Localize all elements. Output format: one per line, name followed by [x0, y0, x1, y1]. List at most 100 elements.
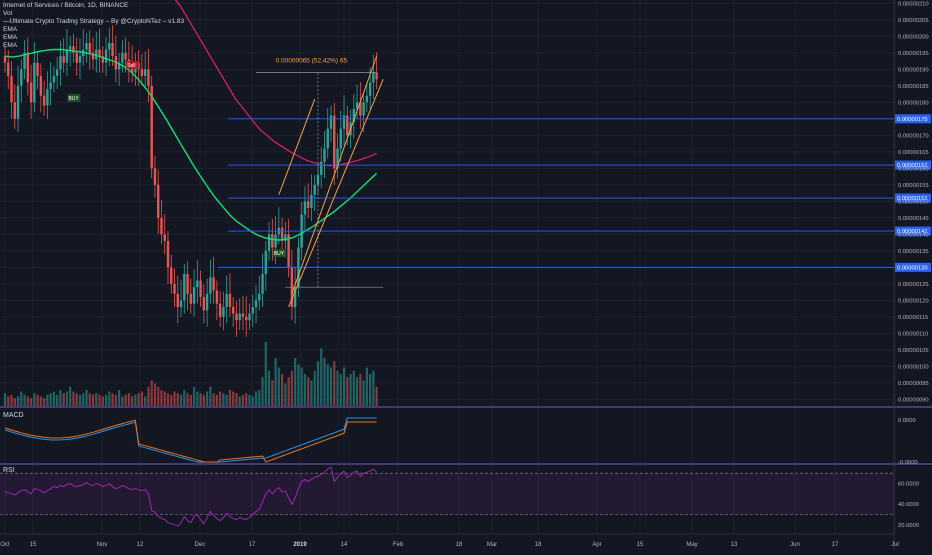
price-axis-label: 0.00000110	[898, 331, 928, 337]
volume-bar	[258, 390, 261, 406]
volume-bar	[157, 386, 160, 406]
candle-body	[72, 46, 75, 53]
candle-body	[65, 49, 69, 63]
candle-body	[329, 115, 333, 129]
price-axis-label: 0.00000145	[898, 216, 929, 222]
candle-body	[323, 148, 326, 162]
volume-bar	[104, 394, 108, 406]
price-axis-label: 0.00000165	[898, 150, 929, 156]
time-axis-label: 15	[30, 542, 37, 548]
volume-bar	[91, 394, 95, 406]
volume-bar	[170, 394, 173, 406]
candle-body	[310, 194, 313, 208]
sell-signal-label: Sell	[127, 63, 135, 69]
price-axis-label: 0.00000090	[898, 397, 929, 403]
volume-bar	[124, 394, 127, 406]
time-axis-label: 13	[731, 542, 738, 548]
volume-bar	[176, 393, 179, 406]
volume-bar	[52, 391, 55, 406]
candle-body	[189, 293, 193, 304]
time-axis-label: 15	[637, 542, 644, 548]
candle-body	[36, 62, 39, 76]
volume-bar	[241, 394, 245, 406]
candles	[3, 25, 378, 337]
price-tag-label: 0.00000130	[897, 265, 928, 271]
volume-bar	[39, 396, 42, 406]
price-tag-label: 0.00000161	[897, 163, 928, 169]
candle-body	[163, 234, 166, 241]
candle-body	[46, 89, 49, 106]
volume-bar	[202, 394, 205, 406]
candle-body	[176, 293, 179, 307]
volume-bar	[134, 394, 137, 406]
volume-bar	[65, 391, 69, 406]
time-axis-label: Jul	[891, 542, 899, 548]
candle-body	[352, 108, 356, 123]
candle-body	[157, 184, 160, 218]
volume-bar	[118, 390, 121, 406]
price-axis: 0.00000090 0.00000095 0.00000100 0.00000105…	[898, 1, 929, 403]
candle-body	[342, 115, 346, 129]
price-axis-label: 0.00000185	[898, 84, 929, 90]
volume-bar	[95, 393, 98, 406]
candle-body	[153, 168, 157, 185]
volume-bar	[82, 393, 85, 406]
candle-body	[362, 102, 365, 116]
candle-body	[170, 267, 173, 284]
volume-bar	[62, 393, 65, 406]
volume-bar	[267, 370, 271, 406]
candle-body	[75, 52, 78, 63]
chart-legend: Internet of Services / Bitcoin, 1D, BINA…	[3, 2, 184, 50]
buy-signal-label-bg	[272, 249, 286, 258]
candle-body	[199, 280, 202, 298]
candle-body	[359, 102, 362, 116]
volume-bar	[179, 394, 183, 406]
volume-bar	[127, 393, 130, 406]
candle-body	[205, 293, 209, 311]
volume-bar	[78, 394, 82, 406]
price-tag	[895, 114, 931, 124]
candle-body	[339, 128, 342, 149]
candle-body	[13, 102, 16, 119]
volume-bar	[153, 383, 157, 406]
volume-bar	[29, 398, 33, 406]
candle-body	[241, 313, 245, 317]
volume-bar	[316, 361, 320, 406]
volume-bar	[329, 367, 333, 406]
price-axis-label: 0.00000170	[898, 133, 929, 139]
buy-signal-label: BUY	[274, 251, 285, 257]
candle-body	[130, 66, 134, 73]
price-tag	[895, 226, 931, 236]
volume-bar	[372, 370, 375, 406]
volume-bar	[183, 390, 186, 406]
volume-bar	[225, 394, 228, 406]
horizontal-levels: 0.00000175 0.00000161 0.00000151 0.00000141…	[218, 114, 931, 272]
sell-signal-label-bg	[126, 61, 140, 70]
time-axis-label: 18	[456, 542, 463, 548]
time-axis: Oct 15 Nov 12 Dec 17 2019 14 Feb 18 Mar 18 Apr 15 May 1…	[0, 542, 899, 548]
price-axis-label: 0.00000125	[898, 282, 929, 288]
candle-body	[69, 46, 72, 50]
price-tag-label: 0.00000141	[897, 229, 928, 235]
candle-body	[336, 148, 339, 169]
volume-bar	[232, 391, 235, 406]
price-axis-label: 0.00000205	[898, 18, 929, 24]
volume-bar	[297, 364, 300, 406]
candle-body	[235, 313, 238, 321]
candle-body	[222, 306, 225, 317]
buy-signal-label-bg	[67, 94, 81, 103]
time-axis-label: Nov	[97, 542, 108, 548]
volume-bar	[310, 380, 313, 406]
price-axis-label: 0.00000180	[898, 100, 929, 106]
volume-bar	[219, 391, 222, 406]
candle-body	[228, 293, 232, 307]
volume-bar	[336, 370, 339, 406]
time-axis-label: 18	[535, 542, 542, 548]
candle-body	[196, 280, 199, 288]
candle-body	[192, 287, 196, 304]
volume-bar	[352, 370, 355, 406]
candle-body	[232, 306, 235, 314]
indicator-ema-1: EMA	[3, 26, 18, 33]
